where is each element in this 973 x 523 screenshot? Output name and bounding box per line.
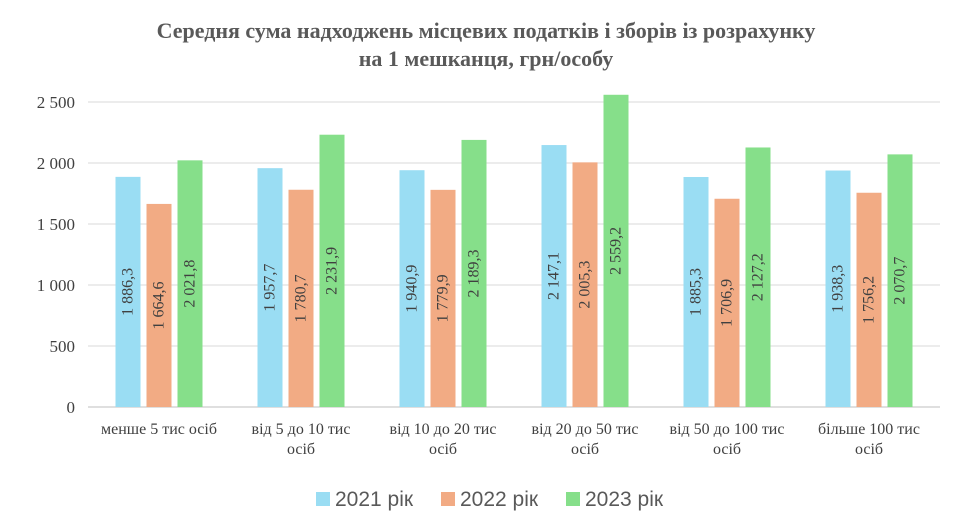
data-label: 1 756,2 xyxy=(861,276,878,324)
bar-2021-рік-3 xyxy=(541,145,567,407)
legend-label: 2022 рік xyxy=(460,488,539,511)
bar-2023-рік-5 xyxy=(887,154,913,407)
data-label: 1 706,9 xyxy=(719,279,736,327)
x-category-label: осіб xyxy=(855,441,883,458)
x-category-label: осіб xyxy=(429,441,457,458)
bar-2021-рік-0 xyxy=(115,176,141,407)
x-category-label: від 50 до 100 тис xyxy=(670,421,785,438)
bar-2023-рік-1 xyxy=(319,134,345,408)
y-tick-label: 1 000 xyxy=(37,276,75,295)
bar-2021-рік-1 xyxy=(257,168,283,407)
data-label: 1 779,9 xyxy=(435,274,452,322)
x-category-label: осіб xyxy=(571,441,599,458)
bar-2022-рік-0 xyxy=(146,203,172,407)
y-tick-label: 1 500 xyxy=(37,215,75,234)
y-tick-label: 2 500 xyxy=(37,93,75,112)
data-label: 2 127,2 xyxy=(750,253,767,301)
bar-2022-рік-5 xyxy=(856,192,882,407)
data-label: 2 005,3 xyxy=(577,261,594,309)
x-axis-categories: менше 5 тис осіб від 5 до 10 тис осіб від 1… xyxy=(101,421,920,458)
bar-2022-рік-3 xyxy=(572,162,598,407)
data-label: 2 147,1 xyxy=(546,252,563,300)
bar-2022-рік-1 xyxy=(288,189,314,407)
legend-swatch xyxy=(566,492,580,506)
x-category-label: осіб xyxy=(713,441,741,458)
chart-title-line: Середня сума надходжень місцевих податкі… xyxy=(157,18,816,43)
bar-2021-рік-4 xyxy=(683,176,709,407)
bar-2021-рік-5 xyxy=(825,170,851,407)
legend: 2021 рік 2022 рік 2023 рік xyxy=(316,488,664,511)
bar-2023-рік-3 xyxy=(603,94,629,408)
data-label: 2 559,2 xyxy=(608,227,625,275)
data-label: 2 189,3 xyxy=(466,249,483,297)
x-category-label: більше 100 тис xyxy=(818,421,920,438)
data-label: 2 070,7 xyxy=(892,257,909,305)
chart-title: Середня сума надходжень місцевих податкі… xyxy=(157,18,816,71)
legend-label: 2023 рік xyxy=(585,488,664,511)
bars xyxy=(115,94,913,408)
data-label: 1 886,3 xyxy=(120,268,137,316)
y-axis-ticks: 0 500 1 000 1 500 2 000 2 500 xyxy=(37,93,75,417)
data-labels: 1 886,3 1 664,6 2 021,8 1 957,7 1 780,7 2 231… xyxy=(120,227,909,330)
bar-2022-рік-2 xyxy=(430,189,456,407)
data-label: 1 938,3 xyxy=(830,265,847,313)
y-tick-label: 2 000 xyxy=(37,154,75,173)
data-label: 2 231,9 xyxy=(324,247,341,295)
chart-title-line: на 1 мешканця, грн/особу xyxy=(359,46,614,71)
bar-2023-рік-2 xyxy=(461,139,487,407)
x-category-label: менше 5 тис осіб xyxy=(101,421,217,438)
legend-swatch xyxy=(316,492,330,506)
data-label: 1 885,3 xyxy=(688,268,705,316)
data-label: 1 940,9 xyxy=(404,265,421,313)
bar-2022-рік-4 xyxy=(714,198,740,407)
y-tick-label: 500 xyxy=(50,337,76,356)
data-label: 1 957,7 xyxy=(262,264,279,312)
data-label: 2 021,8 xyxy=(182,260,199,308)
x-category-label: від 5 до 10 тис xyxy=(252,421,351,438)
data-label: 1 664,6 xyxy=(151,281,168,329)
gridlines xyxy=(88,101,940,408)
bar-2023-рік-0 xyxy=(177,160,203,407)
bar-2023-рік-4 xyxy=(745,147,771,407)
x-category-label: осіб xyxy=(287,441,315,458)
legend-label: 2021 рік xyxy=(335,488,414,511)
legend-swatch xyxy=(441,492,455,506)
data-label: 1 780,7 xyxy=(293,274,310,322)
bar-2021-рік-2 xyxy=(399,170,425,407)
y-tick-label: 0 xyxy=(67,398,76,417)
x-category-label: від 10 до 20 тис xyxy=(390,421,497,438)
x-category-label: від 20 до 50 тис xyxy=(532,421,639,438)
